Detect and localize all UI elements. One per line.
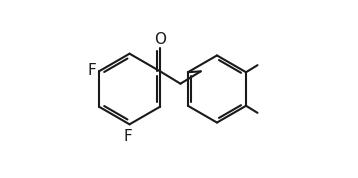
Text: O: O xyxy=(154,32,166,47)
Text: F: F xyxy=(87,63,96,78)
Text: F: F xyxy=(124,129,132,144)
